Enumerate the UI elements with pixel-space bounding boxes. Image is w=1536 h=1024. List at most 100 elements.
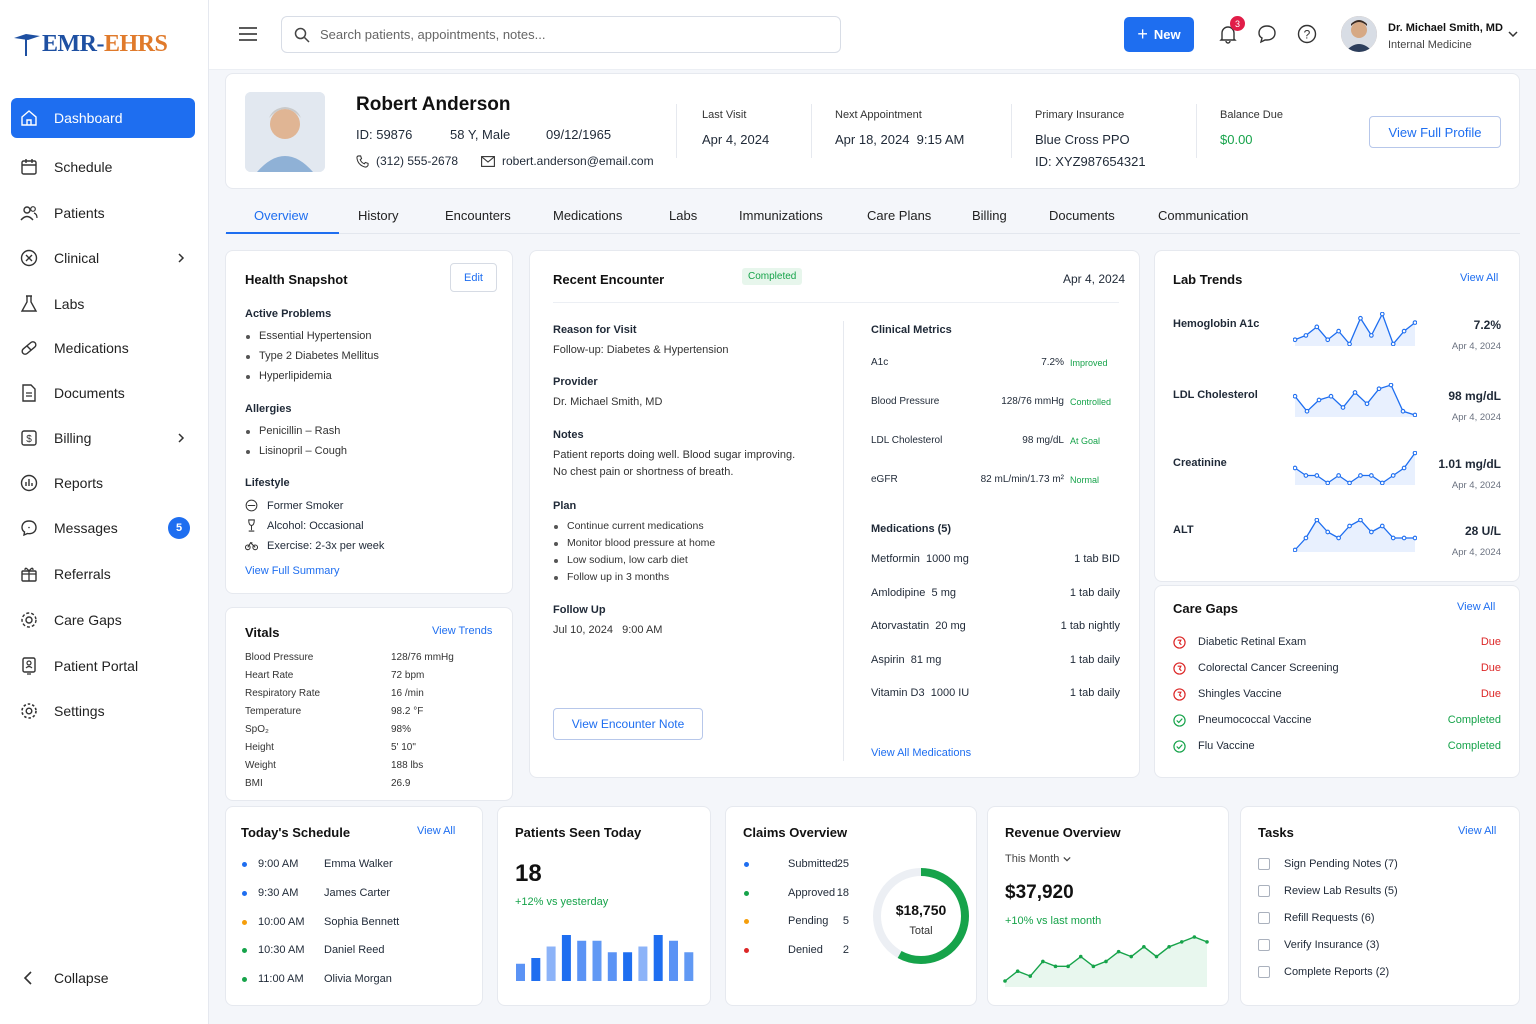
view-all-medications-link[interactable]: View All Medications <box>871 747 972 759</box>
tab-medications[interactable]: Medications <box>553 208 623 223</box>
tab-billing[interactable]: Billing <box>972 208 1007 223</box>
sidebar-item-care-gaps[interactable]: Care Gaps <box>11 600 195 640</box>
period-dropdown[interactable]: This Month <box>1005 853 1072 865</box>
sparkline-point <box>1369 473 1374 478</box>
home-icon <box>21 110 37 126</box>
tab-documents[interactable]: Documents <box>1049 208 1115 223</box>
sidebar-item-referrals[interactable]: Referrals <box>11 554 195 594</box>
task-label: Sign Pending Notes (7) <box>1284 858 1398 870</box>
task-checkbox[interactable] <box>1258 912 1270 924</box>
view-all-labs-link[interactable]: View All <box>1460 272 1499 284</box>
view-all-care-gaps-link[interactable]: View All <box>1457 601 1496 613</box>
tab-care-plans[interactable]: Care Plans <box>867 208 932 223</box>
chevron-down-icon[interactable] <box>1508 29 1518 39</box>
view-trends-link[interactable]: View Trends <box>432 625 493 637</box>
claims-total: $18,750 <box>895 902 947 918</box>
tab-overview[interactable]: Overview <box>254 208 309 223</box>
sidebar-item-label: Referrals <box>54 566 111 582</box>
collapse-button[interactable]: Collapse <box>11 958 195 998</box>
task-item[interactable]: Sign Pending Notes (7) <box>1258 858 1398 870</box>
sidebar-item-patients[interactable]: Patients <box>11 193 195 233</box>
sidebar-item-dashboard[interactable]: Dashboard <box>11 98 195 138</box>
task-item[interactable]: Review Lab Results (5) <box>1258 885 1398 897</box>
view-all-schedule-link[interactable]: View All <box>417 825 456 837</box>
appointment-patient[interactable]: Emma Walker <box>324 858 393 870</box>
tab-labs[interactable]: Labs <box>669 208 698 223</box>
sidebar-item-labs[interactable]: Labs <box>11 284 195 324</box>
patient-phone[interactable]: (312) 555-2678 <box>356 154 458 168</box>
search-input[interactable] <box>320 27 800 42</box>
task-checkbox[interactable] <box>1258 939 1270 951</box>
sidebar-item-documents[interactable]: Documents <box>11 373 195 413</box>
vital-value: 26.9 <box>391 778 411 789</box>
sparkline-point <box>1379 480 1385 485</box>
new-button[interactable]: + New <box>1124 17 1194 52</box>
medication-dose: 1 tab daily <box>1069 653 1120 666</box>
sparkline-point <box>1390 341 1396 346</box>
patient-email[interactable]: robert.anderson@email.com <box>481 154 654 168</box>
sparkline-point <box>1303 333 1309 338</box>
appointment-patient[interactable]: James Carter <box>324 886 391 899</box>
sidebar-item-label: Settings <box>54 703 105 719</box>
bar <box>684 952 694 981</box>
sidebar-item-patient-portal[interactable]: Patient Portal <box>11 646 195 686</box>
sparkline-point <box>1303 473 1309 478</box>
sparkline-point <box>1347 480 1352 485</box>
help-icon[interactable]: ? <box>1297 24 1317 44</box>
notifications-button[interactable]: 3 <box>1218 16 1245 47</box>
allergies-title: Allergies <box>245 403 292 415</box>
sidebar-item-messages[interactable]: Messages 5 <box>11 508 195 548</box>
view-full-profile-button[interactable]: View Full Profile <box>1369 116 1501 148</box>
plan-title: Plan <box>553 500 577 512</box>
lifestyle-title: Lifestyle <box>245 477 290 489</box>
appointment-patient[interactable]: Sophia Bennett <box>324 915 400 928</box>
task-checkbox[interactable] <box>1258 858 1270 870</box>
view-all-tasks-link[interactable]: View All <box>1458 825 1497 837</box>
medication-name: Aspirin 81 mg <box>871 653 942 666</box>
hamburger-menu-icon[interactable] <box>239 26 257 42</box>
status-dot <box>744 862 749 867</box>
vital-label: Blood Pressure <box>245 652 314 663</box>
chat-icon[interactable] <box>1257 24 1277 44</box>
collapse-label: Collapse <box>54 970 109 986</box>
sidebar-item-reports[interactable]: Reports <box>11 463 195 503</box>
view-encounter-note-button[interactable]: View Encounter Note <box>553 708 703 740</box>
task-item[interactable]: Refill Requests (6) <box>1258 912 1374 924</box>
claims-total-label: Total <box>909 925 933 937</box>
bar <box>546 946 556 981</box>
plan-item: Follow up in 3 months <box>553 571 715 588</box>
reason-text: Follow-up: Diabetes & Hypertension <box>553 344 729 356</box>
user-avatar[interactable] <box>1341 16 1377 52</box>
claim-count: 25 <box>836 858 849 870</box>
vital-label: Heart Rate <box>245 670 294 681</box>
tab-encounters[interactable]: Encounters <box>445 208 511 223</box>
sidebar-item-settings[interactable]: Settings <box>11 691 195 731</box>
messages-count-badge: 5 <box>168 517 190 539</box>
task-item[interactable]: Complete Reports (2) <box>1258 966 1389 978</box>
task-item[interactable]: Verify Insurance (3) <box>1258 939 1379 951</box>
sidebar-item-clinical[interactable]: Clinical <box>11 238 195 278</box>
bar <box>607 952 617 981</box>
revenue-point <box>1091 964 1096 969</box>
metric-name: LDL Cholesterol <box>871 435 943 446</box>
appointment-patient[interactable]: Daniel Reed <box>324 944 385 957</box>
status-dot <box>242 948 247 954</box>
task-checkbox[interactable] <box>1258 885 1270 897</box>
sparkline-point <box>1412 451 1417 456</box>
sidebar-item-schedule[interactable]: Schedule <box>11 147 195 187</box>
search-bar[interactable] <box>281 16 841 53</box>
task-checkbox[interactable] <box>1258 966 1270 978</box>
edit-button[interactable]: Edit <box>450 263 497 292</box>
tab-immunizations[interactable]: Immunizations <box>739 208 823 223</box>
vital-value: 128/76 mmHg <box>391 652 454 663</box>
view-full-summary-link[interactable]: View Full Summary <box>245 565 340 577</box>
tab-history[interactable]: History <box>358 208 399 223</box>
sidebar-item-medications[interactable]: Medications <box>11 328 195 368</box>
sidebar-item-billing[interactable]: $ Billing <box>11 418 195 458</box>
app-logo[interactable]: EMR-EHRS <box>12 24 168 64</box>
appointment-patient[interactable]: Olivia Morgan <box>324 973 392 986</box>
sidebar-item-label: Patients <box>54 205 105 221</box>
bicycle-icon <box>245 541 258 551</box>
alert-circle-icon <box>1173 688 1186 701</box>
tab-communication[interactable]: Communication <box>1158 208 1249 223</box>
